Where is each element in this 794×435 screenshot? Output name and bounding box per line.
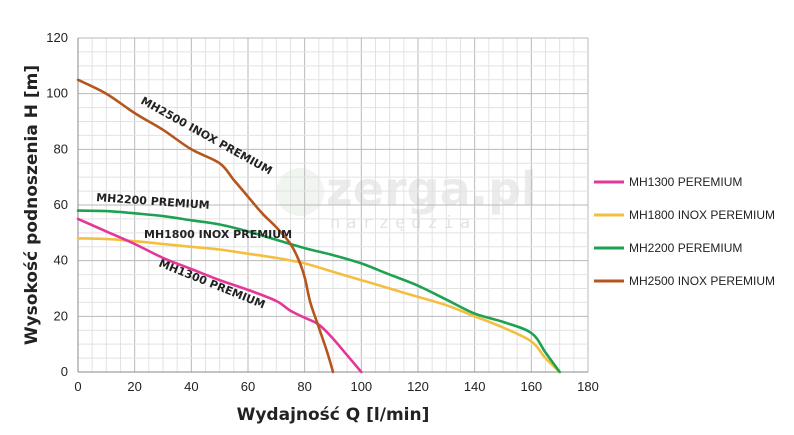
watermark-brand: zerga.pl [326, 162, 537, 216]
x-tick-label: 60 [241, 379, 255, 394]
x-tick-label: 0 [74, 379, 81, 394]
x-tick-label: 160 [520, 379, 542, 394]
curve-label-1: MH1800 INOX PREMIUM [144, 228, 292, 241]
watermark-subtitle: narzędzia [330, 213, 476, 233]
y-tick-label: 100 [46, 86, 68, 101]
series-line-1 [76, 237, 561, 374]
x-tick-label: 100 [350, 379, 372, 394]
y-tick-label: 80 [54, 141, 68, 156]
legend-label-2: MH2200 PEREMIUM [629, 241, 742, 255]
y-axis-title: Wysokość podnoszenia H [m] [22, 65, 42, 345]
y-tick-label: 0 [61, 364, 68, 379]
y-tick-label: 40 [54, 253, 68, 268]
curve-label-2: MH2200 PREMIUM [96, 191, 210, 212]
x-tick-label: 80 [297, 379, 311, 394]
y-tick-label: 60 [54, 197, 68, 212]
y-tick-label: 120 [46, 30, 68, 45]
x-axis-title: Wydajność Q [l/min] [237, 405, 430, 425]
series-line-3 [76, 78, 335, 374]
series-line-0 [76, 217, 363, 374]
x-tick-label: 140 [464, 379, 486, 394]
x-tick-label: 120 [407, 379, 429, 394]
watermark: zerga.pl narzędzia [276, 162, 537, 233]
series-lines [76, 78, 561, 374]
series-line-2 [76, 209, 561, 374]
axes: 0 20 40 60 80 100 120 140 160 180 0 20 40 60 80 100 120 [46, 30, 599, 394]
curve-label-0: MH1300 PREMIUM [157, 257, 267, 312]
legend-label-0: MH1300 PEREMIUM [629, 175, 742, 189]
x-tick-label: 20 [127, 379, 141, 394]
legend-label-3: MH2500 INOX PEREMIUM [629, 274, 775, 288]
legend-label-1: MH1800 INOX PEREMIUM [629, 208, 775, 222]
y-tick-label: 20 [54, 308, 68, 323]
x-tick-label: 40 [184, 379, 198, 394]
x-tick-label: 180 [577, 379, 599, 394]
legend: MH1300 PEREMIUM MH1800 INOX PEREMIUM MH220… [594, 175, 775, 288]
